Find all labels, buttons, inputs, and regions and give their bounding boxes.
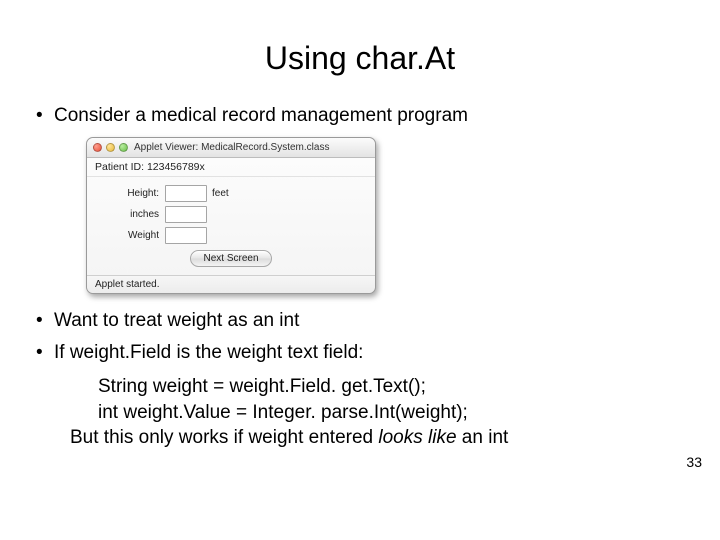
bullet-2-text: Want to treat weight as an int <box>54 310 299 331</box>
weight-input[interactable] <box>165 227 207 244</box>
but-line: But this only works if weight entered lo… <box>70 425 690 451</box>
next-screen-button[interactable]: Next Screen <box>190 250 271 267</box>
but-italic: looks like <box>378 427 456 448</box>
but-post: an int <box>457 427 509 448</box>
close-icon[interactable] <box>93 143 102 152</box>
bullet-1: •Consider a medical record management pr… <box>36 105 690 127</box>
but-pre: But this only works if weight entered <box>70 427 378 448</box>
inches-row: inches <box>95 206 367 223</box>
code-line-2: int weight.Value = Integer. parse.Int(we… <box>98 400 690 426</box>
bullet-marker: • <box>36 310 54 332</box>
applet-titlebar: Applet Viewer: MedicalRecord.System.clas… <box>87 138 375 158</box>
height-unit: feet <box>207 188 229 199</box>
inches-input[interactable] <box>165 206 207 223</box>
applet-window-title: Applet Viewer: MedicalRecord.System.clas… <box>134 142 369 153</box>
height-row: Height: feet <box>95 185 367 202</box>
code-line-1: String weight = weight.Field. get.Text()… <box>98 374 690 400</box>
inches-label: inches <box>95 209 165 220</box>
slide: Using char.At •Consider a medical record… <box>0 0 720 540</box>
button-row: Next Screen <box>95 250 367 267</box>
height-input[interactable] <box>165 185 207 202</box>
weight-label: Weight <box>95 230 165 241</box>
patient-id-label: Patient ID: <box>95 161 144 173</box>
bullet-3: •If weight.Field is the weight text fiel… <box>36 342 690 364</box>
bullet-1-text: Consider a medical record management pro… <box>54 105 468 126</box>
patient-id-value: 123456789x <box>147 161 205 173</box>
bullet-2: •Want to treat weight as an int <box>36 310 690 332</box>
applet-form: Height: feet inches Weight Next Screen <box>87 177 375 275</box>
bullet-3-text: If weight.Field is the weight text field… <box>54 342 363 363</box>
applet-status: Applet started. <box>87 275 375 293</box>
applet-figure: Applet Viewer: MedicalRecord.System.clas… <box>86 137 376 294</box>
height-label: Height: <box>95 188 165 199</box>
minimize-icon[interactable] <box>106 143 115 152</box>
slide-title: Using char.At <box>30 40 690 77</box>
applet-window: Applet Viewer: MedicalRecord.System.clas… <box>86 137 376 294</box>
zoom-icon[interactable] <box>119 143 128 152</box>
patient-id-row: Patient ID: 123456789x <box>87 158 375 177</box>
bullet-marker: • <box>36 342 54 364</box>
page-number: 33 <box>686 454 702 470</box>
weight-row: Weight <box>95 227 367 244</box>
traffic-lights <box>93 143 128 152</box>
bullet-marker: • <box>36 105 54 127</box>
